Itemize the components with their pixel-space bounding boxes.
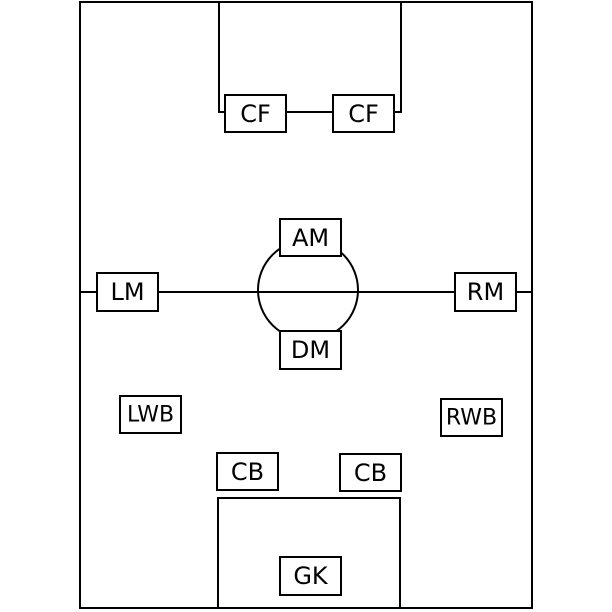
position-cb-right: CB [339,453,402,492]
position-dm: DM [279,330,342,370]
position-label: AM [292,224,329,252]
position-label: RM [467,278,504,306]
position-cf-left: CF [224,94,287,133]
position-label: DM [291,336,330,364]
position-cf-right: CF [332,94,395,133]
position-rm: RM [454,272,517,312]
position-gk: GK [279,556,342,596]
position-label: GK [293,562,329,590]
position-cb-left: CB [216,452,279,491]
position-label: LWB [127,403,174,428]
position-lwb: LWB [119,395,182,434]
position-label: RWB [446,406,497,431]
position-label: CB [231,458,264,486]
position-am: AM [279,218,342,257]
position-label: CF [348,100,379,128]
position-label: CF [240,100,271,128]
bottom-penalty-area [217,497,401,608]
position-label: CB [354,459,387,487]
position-lm: LM [96,272,159,312]
top-penalty-area [218,2,402,113]
position-rwb: RWB [440,398,503,437]
pitch-outline [79,1,533,609]
position-label: LM [110,278,144,306]
